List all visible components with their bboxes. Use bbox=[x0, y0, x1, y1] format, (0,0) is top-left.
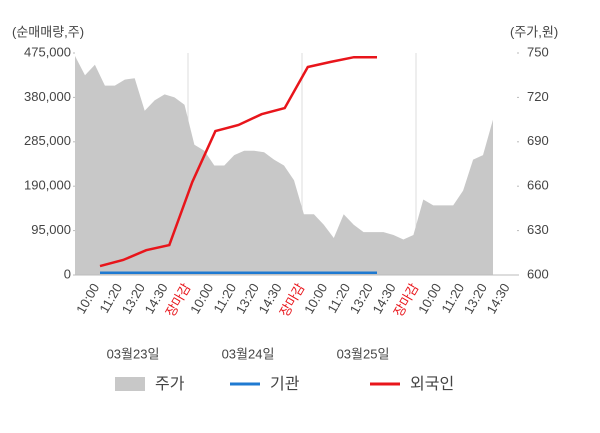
date-label: 03월25일 bbox=[337, 346, 390, 361]
x-tick-label: 10:00 bbox=[73, 281, 102, 317]
y-tick-label: 475,000 bbox=[24, 44, 71, 59]
y-tick-label: 190,000 bbox=[24, 178, 71, 193]
y-axis-label: (순매매량,주) bbox=[12, 24, 84, 39]
legend-label: 주가 bbox=[155, 375, 185, 393]
x-tick-label: 10:00 bbox=[301, 281, 330, 317]
legend-swatch bbox=[115, 377, 145, 391]
y-tick-label: 95,000 bbox=[31, 222, 71, 237]
y2-tick-label: 690 bbox=[527, 133, 549, 148]
x-tick-label: 10:00 bbox=[187, 281, 216, 317]
y2-axis-label: (주가,원) bbox=[510, 24, 558, 39]
y2-tick-label: 720 bbox=[527, 89, 549, 104]
y2-tick-label: 660 bbox=[527, 178, 549, 193]
y-tick-label: 380,000 bbox=[24, 89, 71, 104]
y-tick-label: 285,000 bbox=[24, 133, 71, 148]
y-tick-label: 0 bbox=[64, 266, 71, 281]
x-tick-label: 14:30 bbox=[484, 281, 513, 317]
legend-label: 기관 bbox=[270, 375, 300, 393]
y2-tick-label: 600 bbox=[527, 266, 549, 281]
x-tick-label: 10:00 bbox=[415, 281, 444, 317]
y2-tick-label: 750 bbox=[527, 44, 549, 59]
series-line bbox=[99, 55, 377, 268]
legend-label: 외국인 bbox=[410, 375, 454, 393]
date-label: 03월23일 bbox=[107, 346, 160, 361]
y2-tick-label: 630 bbox=[527, 222, 549, 237]
date-label: 03월24일 bbox=[222, 346, 275, 361]
